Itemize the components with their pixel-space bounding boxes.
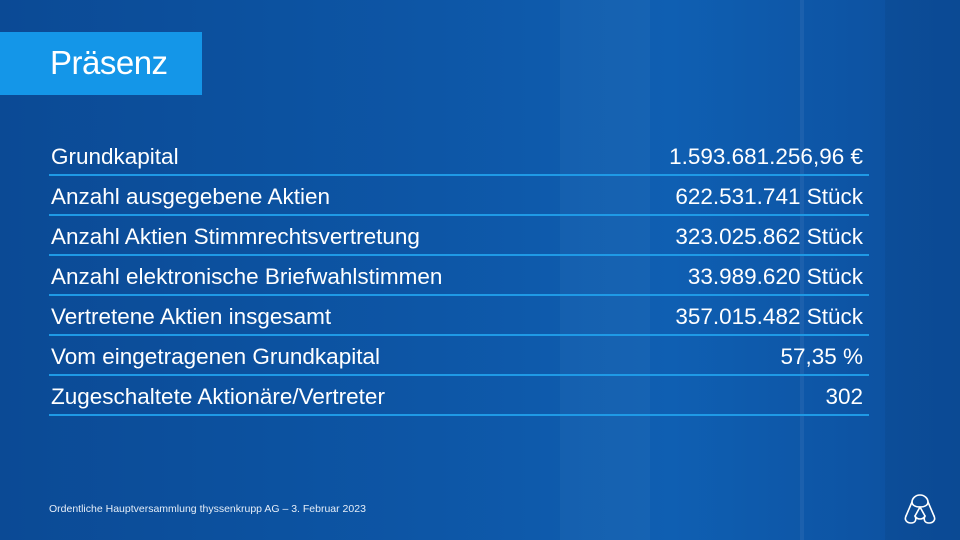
row-label: Anzahl elektronische Briefwahlstimmen [51,264,443,289]
table-row: Anzahl Aktien Stimmrechtsvertretung 323.… [49,216,869,256]
background-stripe [800,0,804,540]
title-box: Präsenz [0,32,202,95]
background-stripe [885,0,960,540]
row-label: Anzahl ausgegebene Aktien [51,184,330,209]
table-row: Zugeschaltete Aktionäre/Vertreter 302 [49,376,869,416]
table-row: Grundkapital 1.593.681.256,96 € [49,136,869,176]
slide-title: Präsenz [50,44,168,81]
row-value: 57,35 % [780,344,863,369]
slide-footer: Ordentliche Hauptversammlung thyssenkrup… [49,503,366,515]
row-value: 33.989.620 Stück [687,264,863,289]
row-value: 302 [825,384,863,409]
table-row: Anzahl elektronische Briefwahlstimmen 33… [49,256,869,296]
table-row: Anzahl ausgegebene Aktien 622.531.741 St… [49,176,869,216]
row-value: 323.025.862 Stück [675,224,863,249]
row-label: Anzahl Aktien Stimmrechtsvertretung [51,224,420,249]
row-label: Zugeschaltete Aktionäre/Vertreter [51,384,385,409]
row-value: 622.531.741 Stück [675,184,863,209]
presence-table: Grundkapital 1.593.681.256,96 € Anzahl a… [49,136,869,416]
row-label: Grundkapital [51,144,179,169]
thyssenkrupp-logo-icon [900,492,940,526]
table-row: Vertretene Aktien insgesamt 357.015.482 … [49,296,869,336]
row-value: 357.015.482 Stück [675,304,863,329]
table-row: Vom eingetragenen Grundkapital 57,35 % [49,336,869,376]
row-label: Vertretene Aktien insgesamt [51,304,332,329]
row-label: Vom eingetragenen Grundkapital [51,344,380,369]
row-value: 1.593.681.256,96 € [669,144,863,169]
